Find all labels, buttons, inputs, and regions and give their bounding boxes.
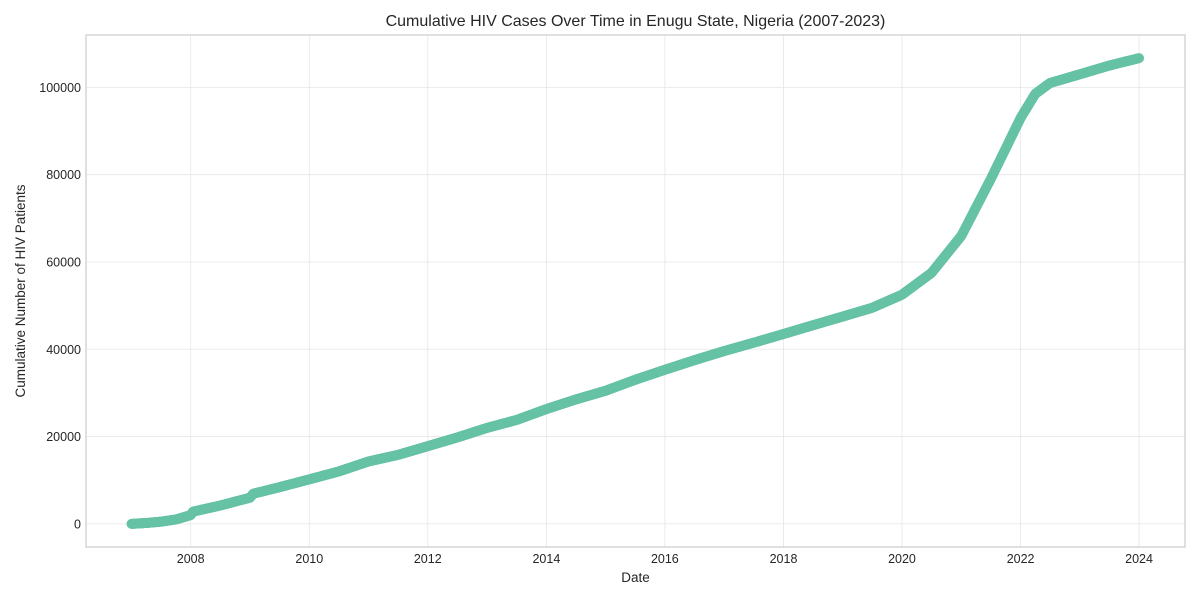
x-axis-ticks: 2008 2010 2012 2014 2016 2018 2020 2022 2024 xyxy=(177,552,1153,566)
x-tick-label: 2010 xyxy=(295,552,323,566)
y-tick-label: 20000 xyxy=(46,430,81,444)
y-tick-label: 100000 xyxy=(39,81,81,95)
x-tick-label: 2016 xyxy=(651,552,679,566)
x-tick-label: 2018 xyxy=(770,552,798,566)
plot-frame xyxy=(85,34,1186,548)
x-tick-label: 2022 xyxy=(1007,552,1035,566)
data-point xyxy=(1134,53,1145,64)
x-axis-label: Date xyxy=(621,570,650,585)
y-tick-label: 40000 xyxy=(46,343,81,357)
x-tick-label: 2014 xyxy=(532,552,560,566)
x-tick-label: 2024 xyxy=(1125,552,1153,566)
points-layer xyxy=(126,53,1145,529)
x-tick-label: 2012 xyxy=(414,552,442,566)
y-tick-label: 60000 xyxy=(46,255,81,269)
y-axis-label: Cumulative Number of HIV Patients xyxy=(13,184,28,397)
y-tick-label: 80000 xyxy=(46,168,81,182)
chart-title: Cumulative HIV Cases Over Time in Enugu … xyxy=(386,13,886,30)
y-axis-ticks: 0 20000 40000 60000 80000 100000 xyxy=(39,81,81,531)
y-tick-label: 0 xyxy=(74,517,81,531)
x-tick-label: 2008 xyxy=(177,552,205,566)
grid-layer xyxy=(86,35,1185,547)
x-tick-label: 2020 xyxy=(888,552,916,566)
